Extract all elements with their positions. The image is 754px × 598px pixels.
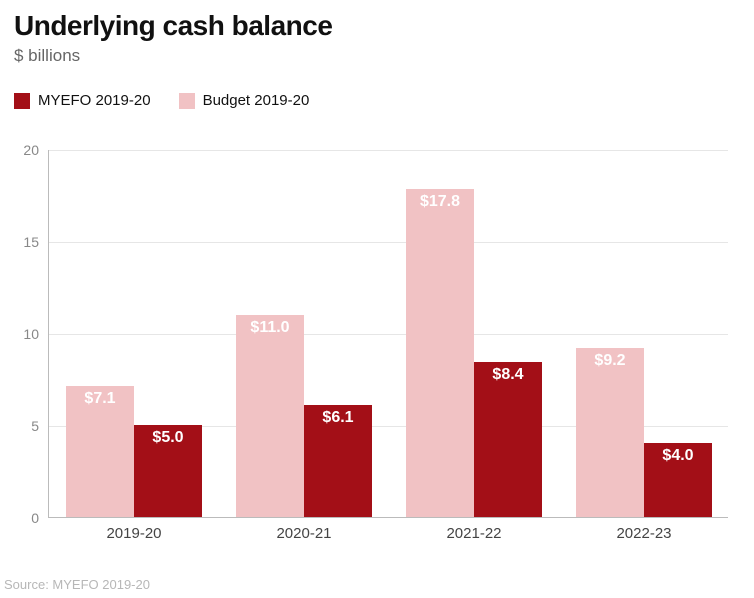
x-tick-label: 2020-21 <box>276 517 331 542</box>
bar: $8.4 <box>474 362 542 517</box>
bar-value-label: $5.0 <box>134 429 202 447</box>
bar-value-label: $11.0 <box>236 319 304 337</box>
legend-item-budget: Budget 2019-20 <box>179 92 310 109</box>
bar: $9.2 <box>576 348 644 517</box>
gridline <box>49 242 728 243</box>
bar: $6.1 <box>304 405 372 517</box>
bar: $5.0 <box>134 425 202 517</box>
gridline <box>49 334 728 335</box>
y-tick-label: 10 <box>23 326 49 342</box>
x-tick-label: 2019-20 <box>106 517 161 542</box>
plot-area: 051015202019-20$7.1$5.02020-21$11.0$6.12… <box>48 150 728 518</box>
legend-item-myefo: MYEFO 2019-20 <box>14 92 151 109</box>
y-tick-label: 5 <box>31 418 49 434</box>
gridline <box>49 150 728 151</box>
bar-value-label: $7.1 <box>66 390 134 408</box>
y-tick-label: 15 <box>23 234 49 250</box>
legend-label: Budget 2019-20 <box>203 92 310 109</box>
legend-swatch <box>14 93 30 109</box>
legend-swatch <box>179 93 195 109</box>
bar: $17.8 <box>406 189 474 517</box>
bar: $11.0 <box>236 315 304 517</box>
bar: $7.1 <box>66 386 134 517</box>
bar-value-label: $6.1 <box>304 409 372 427</box>
chart-subtitle: $ billions <box>14 46 80 66</box>
bar-value-label: $8.4 <box>474 366 542 384</box>
y-tick-label: 0 <box>31 510 49 526</box>
legend-label: MYEFO 2019-20 <box>38 92 151 109</box>
chart-title: Underlying cash balance <box>14 10 332 42</box>
legend: MYEFO 2019-20 Budget 2019-20 <box>14 92 309 109</box>
bar-value-label: $17.8 <box>406 193 474 211</box>
source-line: Source: MYEFO 2019-20 <box>4 577 150 592</box>
y-tick-label: 20 <box>23 142 49 158</box>
x-tick-label: 2021-22 <box>446 517 501 542</box>
x-tick-label: 2022-23 <box>616 517 671 542</box>
bar: $4.0 <box>644 443 712 517</box>
bar-value-label: $9.2 <box>576 352 644 370</box>
bar-value-label: $4.0 <box>644 447 712 465</box>
